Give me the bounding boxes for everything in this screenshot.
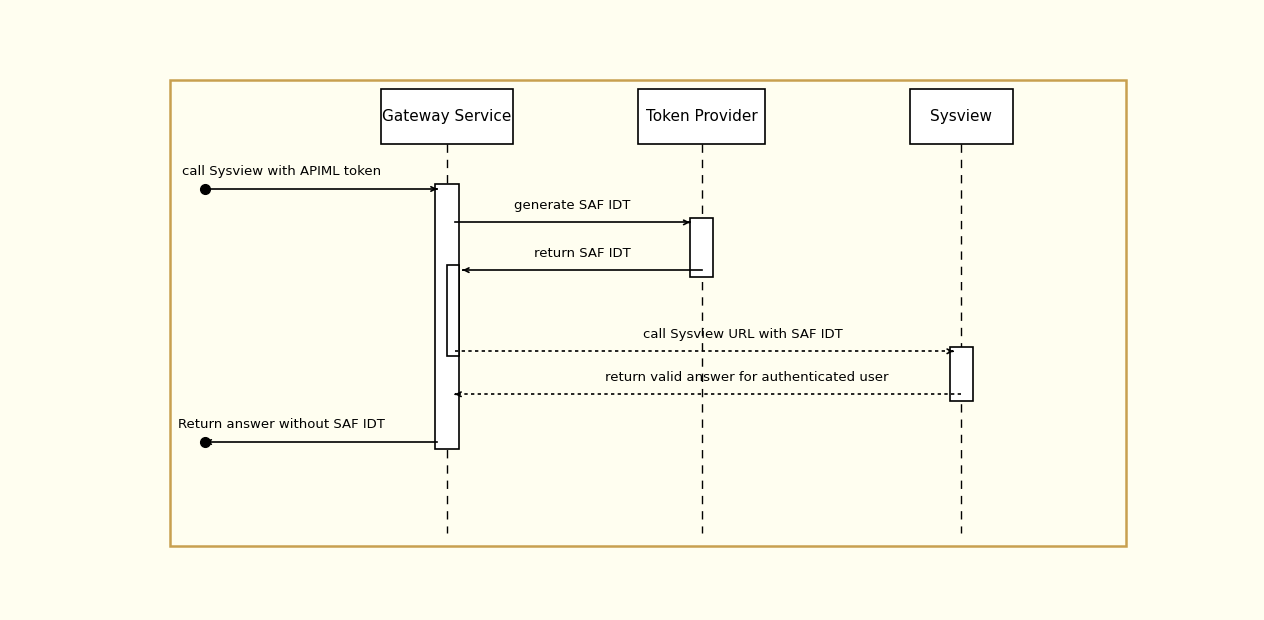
Text: generate SAF IDT: generate SAF IDT (514, 199, 631, 212)
Text: return SAF IDT: return SAF IDT (533, 247, 631, 260)
Text: Sysview: Sysview (930, 108, 992, 123)
Text: Token Provider: Token Provider (646, 108, 757, 123)
Text: return valid answer for authenticated user: return valid answer for authenticated us… (605, 371, 889, 384)
Text: call Sysview with APIML token: call Sysview with APIML token (182, 166, 382, 179)
Bar (690, 218, 713, 277)
Bar (638, 89, 766, 144)
Bar (447, 265, 459, 356)
Bar (380, 89, 513, 144)
Text: call Sysview URL with SAF IDT: call Sysview URL with SAF IDT (643, 328, 843, 341)
Text: Return answer without SAF IDT: Return answer without SAF IDT (178, 418, 386, 432)
Bar (949, 347, 973, 401)
Text: Gateway Service: Gateway Service (382, 108, 512, 123)
Bar (910, 89, 1012, 144)
Bar (435, 184, 459, 449)
